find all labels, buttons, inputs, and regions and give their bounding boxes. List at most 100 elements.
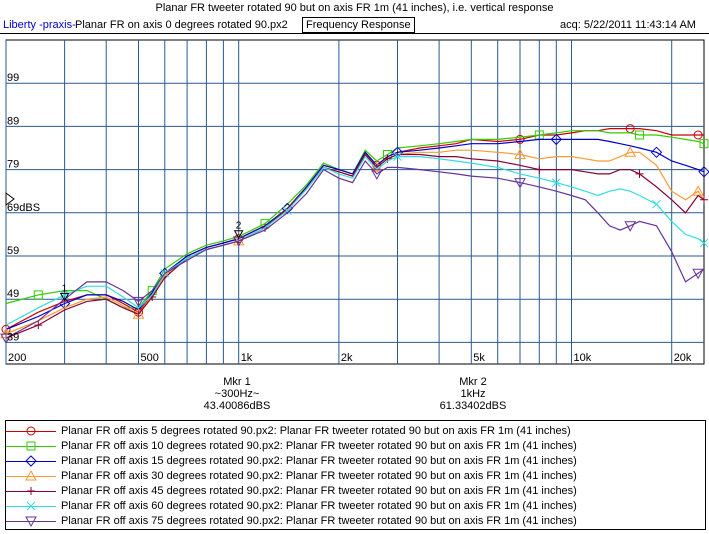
legend-label: Planar FR off axis 5 degrees rotated 90.…	[61, 425, 571, 437]
series-point	[26, 501, 36, 511]
series-point	[551, 178, 561, 187]
series-point	[132, 296, 145, 308]
legend-label: Planar FR off axis 30 degrees rotated 90…	[61, 470, 577, 482]
series-7	[0, 159, 705, 345]
header-divider	[0, 33, 709, 34]
series-point	[370, 169, 383, 180]
x-tick-label: 200	[8, 352, 26, 364]
legend-entry: Planar FR off axis 15 degrees rotated 90…	[6, 454, 705, 469]
legend-swatch	[6, 431, 56, 432]
x-tick-label: 20k	[674, 352, 692, 364]
series-point	[25, 516, 37, 528]
series-point	[514, 178, 526, 189]
series-1	[1, 124, 704, 334]
marker-1-value: 43.40086dBS	[203, 400, 271, 412]
marker-1-readout: Mkr 1 ~300Hz~ 43.40086dBS	[167, 376, 307, 412]
legend-marker-icon	[25, 455, 37, 467]
series-point	[535, 165, 544, 174]
x-tick-label: 500	[141, 352, 159, 364]
series-point	[624, 146, 637, 157]
series-point	[699, 139, 709, 149]
legend-label: Planar FR off axis 15 degrees rotated 90…	[61, 455, 577, 467]
legend-marker-icon	[26, 501, 36, 511]
series-point	[652, 199, 661, 209]
mode-button[interactable]: Frequency Response	[302, 17, 415, 33]
series-line	[5, 159, 705, 339]
legend-swatch	[6, 476, 56, 477]
legend-swatch	[6, 446, 56, 447]
x-tick-label: 1k	[241, 352, 253, 364]
file-name: Planar FR on axis 0 degrees rotated 90.p…	[75, 19, 288, 31]
series-point	[699, 238, 709, 248]
series-point	[650, 146, 663, 159]
legend-marker-icon	[27, 487, 35, 495]
y-tick-label: 99	[7, 72, 19, 84]
marker-2-label: Mkr 2	[459, 376, 487, 388]
series-line	[5, 153, 705, 339]
marker-2-pointer	[233, 230, 244, 239]
marker-1-pointer	[59, 292, 70, 302]
series-2	[5, 130, 709, 309]
plot-area[interactable]	[5, 39, 705, 365]
y-tick-label: 79	[7, 159, 19, 171]
series-point	[393, 152, 402, 161]
legend-entry: Planar FR off axis 75 degrees rotated 90…	[6, 514, 705, 529]
series-point	[515, 134, 525, 144]
series-point	[692, 268, 704, 280]
x-tick-label: 2k	[341, 352, 353, 364]
series-point	[34, 321, 43, 330]
y-tick-label: 59	[7, 245, 19, 257]
legend-marker-icon	[26, 441, 36, 451]
series-point	[550, 133, 563, 146]
marker-1-number: 1	[62, 283, 68, 294]
series-6	[5, 152, 709, 326]
series-point	[700, 195, 708, 204]
y-tick-label: 39	[7, 331, 19, 343]
marker-2-frequency: 1kHz	[460, 388, 486, 400]
legend-label: Planar FR off axis 60 degrees rotated 90…	[61, 500, 577, 512]
legend-entry: Planar FR off axis 45 degrees rotated 90…	[6, 484, 705, 499]
legend: Planar FR off axis 5 degrees rotated 90.…	[5, 420, 706, 530]
series-point	[25, 469, 37, 481]
marker-2-number: 2	[236, 221, 242, 232]
y-tick-label: 49	[7, 288, 19, 300]
series-point	[624, 221, 637, 232]
series-point	[698, 166, 709, 178]
frequency-response-chart[interactable]: 1 2 99 89 79 69dBS 59 49 39 200 500 1k 2k 5k 10k 20k	[0, 0, 709, 420]
series-point	[0, 333, 12, 345]
app-name: Liberty -praxis-	[3, 19, 76, 31]
series-line	[5, 155, 705, 326]
series-point	[635, 130, 644, 140]
legend-marker-icon	[25, 516, 37, 528]
marker-2-value: 61.33402dBS	[439, 400, 507, 412]
legend-label: Planar FR off axis 45 degrees rotated 90…	[61, 485, 577, 497]
chart-title: Planar FR tweeter rotated 90 but on axis…	[155, 2, 554, 14]
marker-2-readout: Mkr 2 1kHz 61.33402dBS	[403, 376, 543, 412]
legend-entry: Planar FR off axis 5 degrees rotated 90.…	[6, 424, 705, 439]
series-point	[26, 441, 36, 451]
x-tick-label: 10k	[574, 352, 592, 364]
series-point	[25, 455, 37, 467]
legend-entry: Planar FR off axis 60 degrees rotated 90…	[6, 499, 705, 514]
y-tick-label: 69dBS	[7, 202, 40, 214]
series-point	[282, 206, 292, 215]
x-tick-label: 5k	[473, 352, 485, 364]
series-point	[635, 169, 644, 178]
series-point	[26, 426, 36, 436]
legend-entry: Planar FR off axis 10 degrees rotated 90…	[6, 439, 705, 454]
legend-label: Planar FR off axis 10 degrees rotated 90…	[61, 440, 577, 452]
legend-marker-icon	[25, 469, 37, 481]
marker-1-label: Mkr 1	[223, 376, 251, 388]
series-point	[27, 487, 35, 495]
series-line	[5, 130, 705, 309]
legend-swatch	[6, 461, 56, 462]
legend-swatch	[6, 521, 56, 522]
series-5	[5, 153, 708, 339]
acquisition-timestamp: acq: 5/22/2011 11:43:14 AM	[560, 19, 696, 31]
series-point	[514, 148, 526, 159]
marker-1-frequency: ~300Hz~	[214, 388, 260, 400]
series-point	[693, 130, 703, 140]
y-tick-label: 89	[7, 115, 19, 127]
legend-entry: Planar FR off axis 30 degrees rotated 90…	[6, 469, 705, 484]
series-point	[33, 290, 43, 300]
